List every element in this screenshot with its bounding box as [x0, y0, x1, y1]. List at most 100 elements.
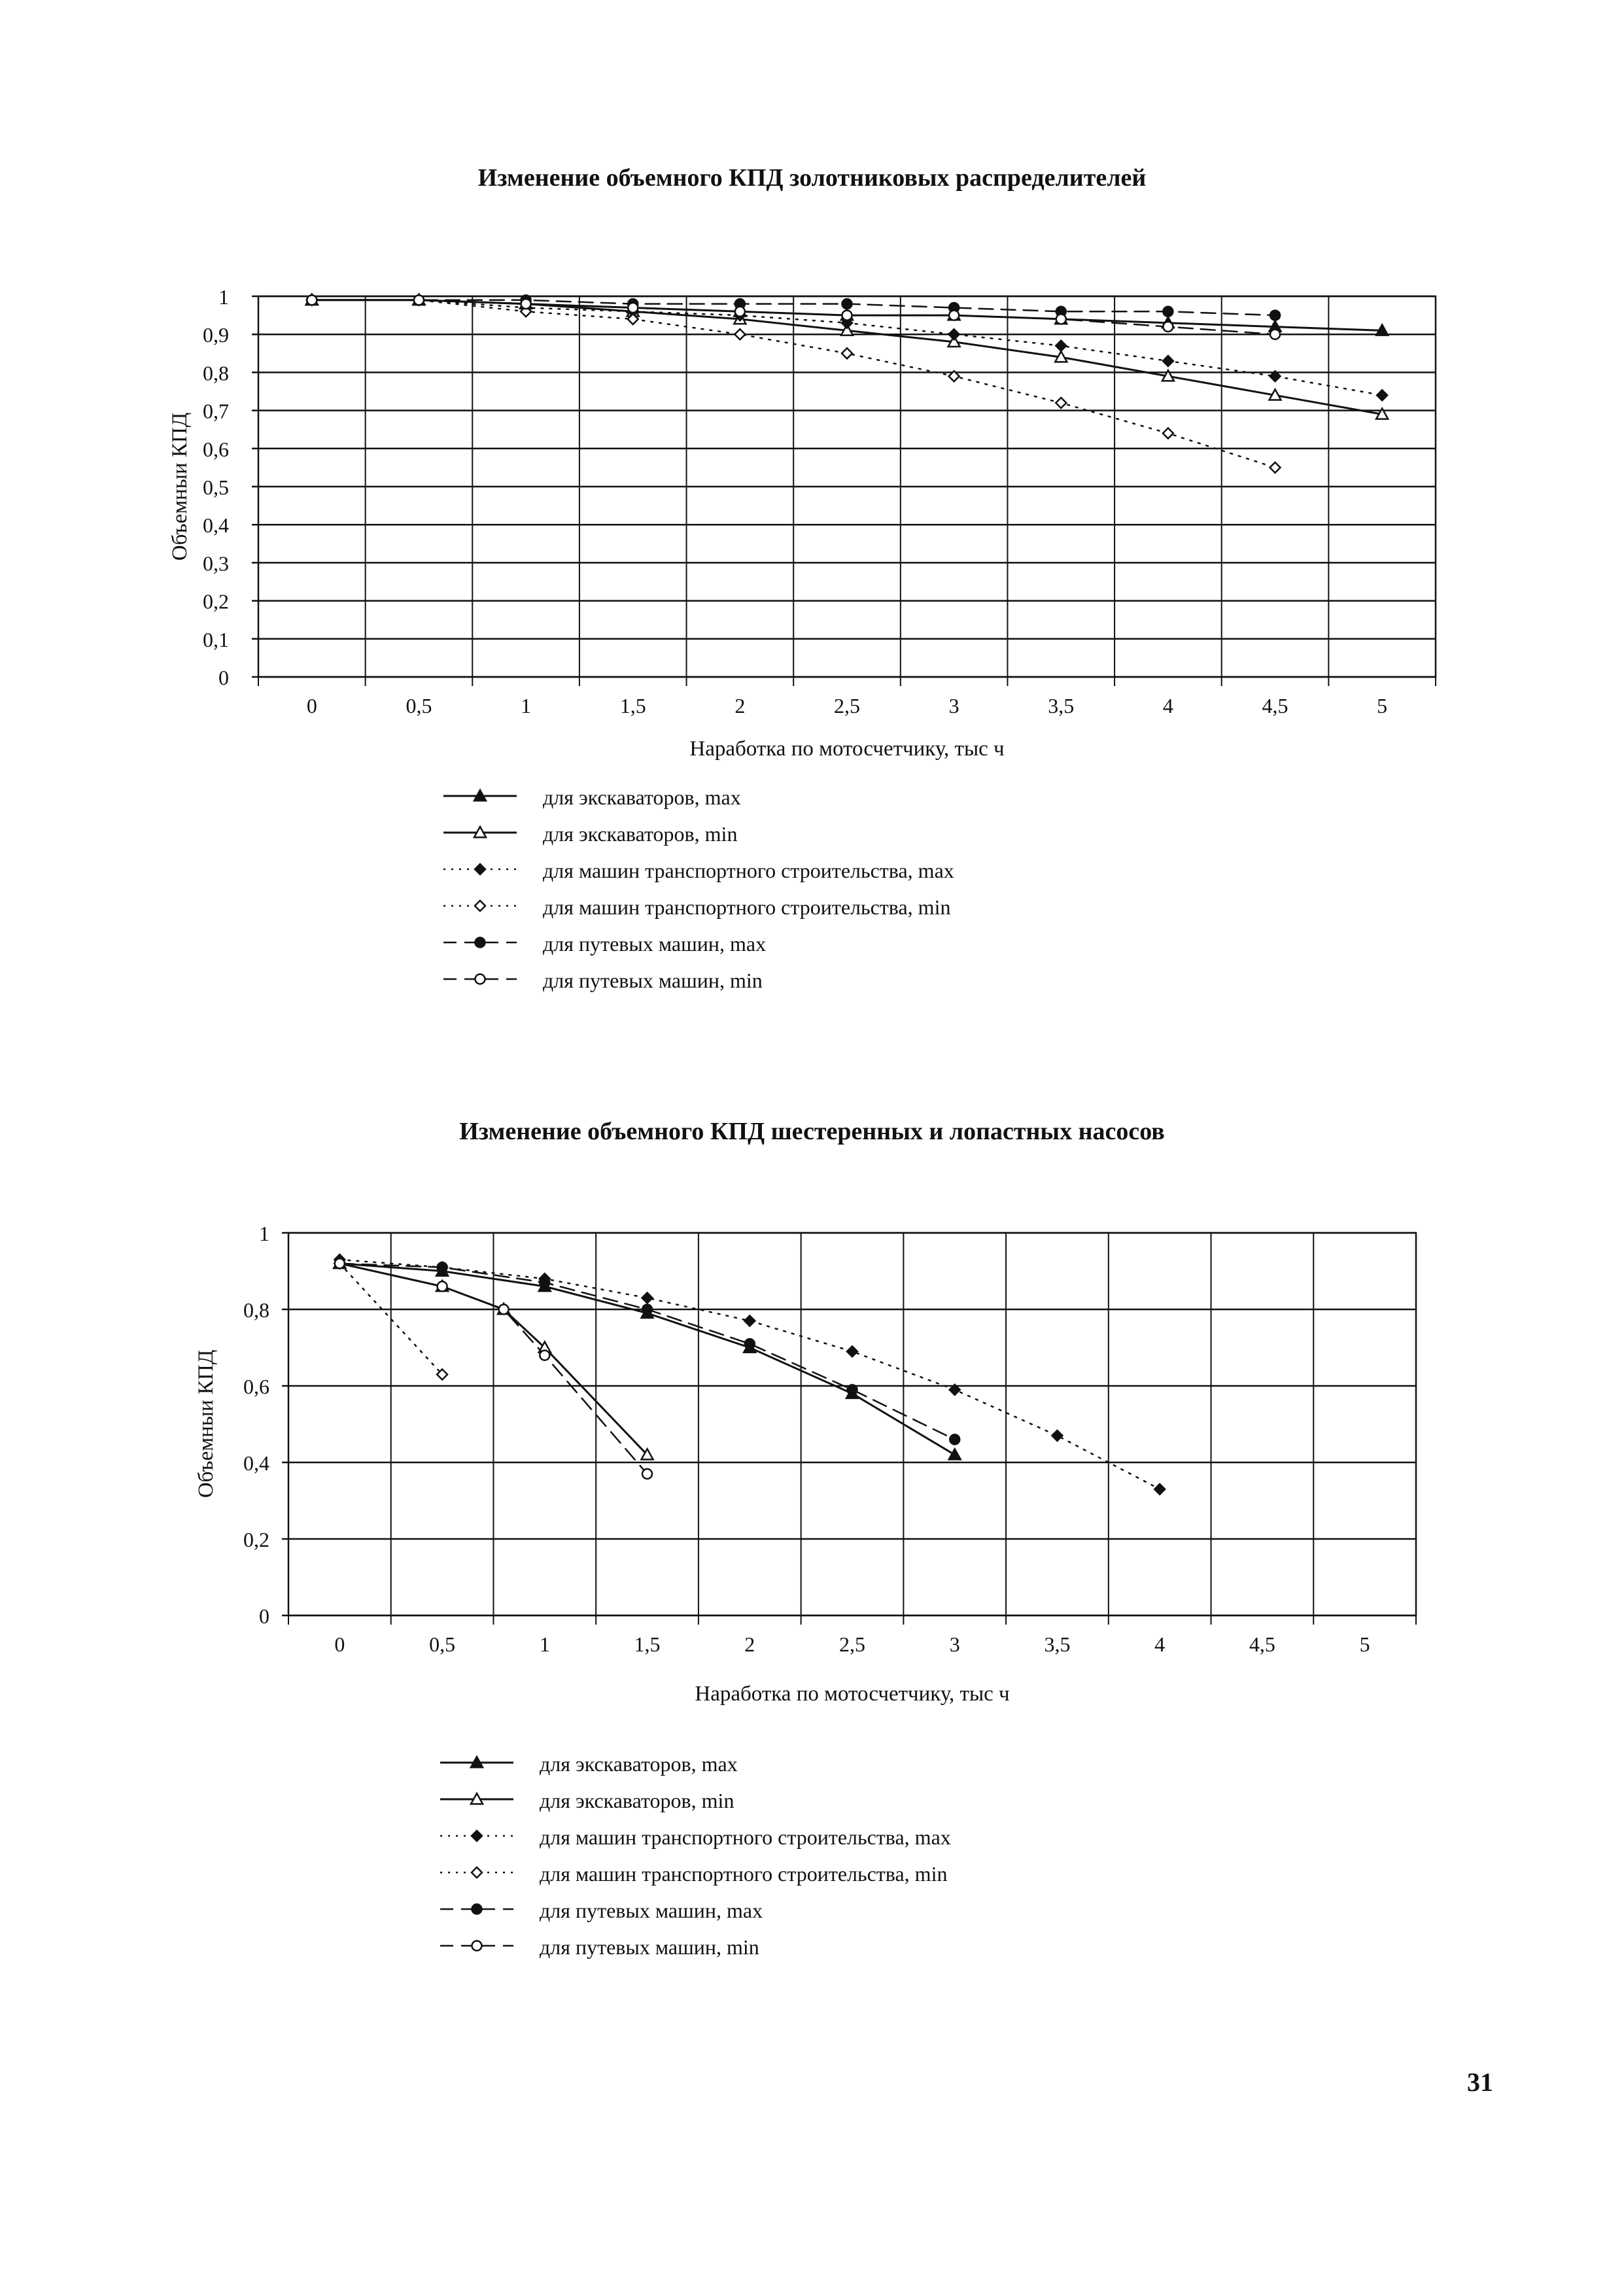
legend-line-sample: [440, 1829, 513, 1842]
legend-line-sample: [443, 825, 517, 838]
chart-2-data-point: [334, 1258, 346, 1269]
chart-1-data-point: [1162, 354, 1175, 368]
chart-2-y-tick-label: 0: [259, 1604, 269, 1628]
chart-1-data-point: [1162, 426, 1175, 440]
chart-1-data-point: [1160, 368, 1176, 382]
chart-2-y-tick-label: 1: [259, 1222, 269, 1245]
chart-2-y-tick-label: 0,2: [243, 1528, 269, 1551]
chart-2-series-3: [333, 1253, 1166, 1496]
legend-label: для экскаваторов, min: [540, 1789, 734, 1812]
chart-2-x-tick-label: 1: [540, 1632, 550, 1656]
chart-1-data-point: [947, 370, 961, 383]
legend-marker: [474, 863, 487, 876]
chart-2-frame: [287, 1232, 1417, 1617]
chart-1-legend-item: для машин транспортного строительства, m…: [438, 855, 1223, 891]
legend-label: для машин транспортного строительства, m…: [543, 895, 951, 919]
legend-marker: [474, 937, 486, 948]
chart-1-data-point: [839, 322, 855, 336]
chart-2-x-tick-label: 2,5: [839, 1632, 865, 1656]
chart-1-y-tick-label: 0,2: [203, 590, 229, 613]
chart-1-data-point: [520, 298, 532, 310]
chart-2-legend-item: для машин транспортного строительства, m…: [435, 1821, 1220, 1858]
chart-2-x-tick-label: 0: [334, 1632, 345, 1656]
chart-2-data-point: [947, 1447, 962, 1460]
chart-1-y-tick-label: 0,4: [203, 513, 229, 537]
chart-1-data-point: [734, 305, 746, 318]
chart-1-y-tick-label: 1: [218, 285, 229, 309]
chart-1-x-tick-label: 3: [949, 694, 959, 717]
chart-1-data-point: [413, 294, 425, 306]
legend-line-sample: [443, 863, 517, 876]
chart-1-data-point: [627, 302, 639, 314]
chart-1-data-point: [948, 309, 960, 321]
legend-label: для экскаваторов, max: [540, 1752, 738, 1776]
chart-1-x-axis-title: Наработка по мотосчетчику, тыс ч: [689, 737, 1004, 761]
chart-1-data-point: [733, 328, 747, 341]
chart-1-x-tick-label: 2,5: [834, 694, 860, 717]
chart-1-y-tick-label: 0: [218, 666, 229, 689]
chart-1-x-tick-label: 0,5: [406, 694, 432, 717]
legend-label: для машин транспортного строительства, m…: [543, 859, 954, 882]
chart-2-grid: [282, 1232, 1417, 1625]
chart-2-data-point: [743, 1314, 757, 1328]
chart-2-series-5: [334, 1258, 961, 1445]
chart-1-data-point: [1055, 313, 1067, 325]
legend-marker: [471, 1940, 483, 1952]
chart-2-x-tick-label: 5: [1360, 1632, 1370, 1656]
chart-1-data-point: [1269, 309, 1281, 321]
chart-title-1: Изменение объемного КПД золотниковых рас…: [477, 164, 1147, 192]
legend-marker: [474, 899, 487, 912]
legend-marker: [470, 1866, 483, 1879]
chart-1-legend-item: для машин транспортного строительства, m…: [438, 891, 1223, 928]
chart-2-legend-item: для экскаваторов, min: [435, 1785, 1220, 1821]
chart-1-data-point: [306, 294, 318, 306]
chart-2-series-6: [334, 1258, 653, 1480]
chart-2-plot: 0 0,2 0,4 0,6 0,8 1 0 0,5 1 1,5 2 2,5 3 3,5 4 4,5 5 Нараб…: [194, 1222, 1417, 1706]
chart-1-data-point: [946, 334, 961, 348]
legend-marker: [469, 1791, 485, 1805]
chart-2-x-tick-label: 4: [1154, 1632, 1165, 1656]
legend-label: для экскаваторов, max: [543, 785, 741, 809]
chart-2-data-point: [1153, 1483, 1166, 1496]
chart-1-data-point: [1268, 461, 1282, 474]
legend-line-sample: [440, 1755, 513, 1769]
chart-1-series-6: [306, 294, 1281, 340]
chart-2-data-point: [744, 1337, 756, 1350]
chart-2-data-point: [640, 1447, 655, 1460]
chart-1-series-line: [311, 299, 1276, 336]
legend-label: для машин транспортного строительства, m…: [540, 1862, 948, 1886]
legend-marker: [474, 973, 486, 985]
chart-2-series-line: [339, 1262, 956, 1441]
legend-marker: [470, 1829, 483, 1842]
chart-1-y-tick-label: 0,3: [203, 551, 229, 575]
chart-1-series-line: [311, 299, 1276, 469]
chart-2-data-point: [436, 1281, 448, 1292]
chart-2-data-point: [948, 1383, 961, 1396]
chart-2-data-point: [498, 1303, 510, 1315]
legend-label: для машин транспортного строительства, m…: [540, 1825, 951, 1849]
chart-2-x-tick-label: 2: [744, 1632, 755, 1656]
chart-2-legend-item: для путевых машин, max: [435, 1895, 1220, 1931]
chart-2-y-tick-label: 0,6: [243, 1375, 269, 1398]
chart-2-data-point: [436, 1261, 448, 1273]
chart-2-legend-item: для экскаваторов, max: [435, 1748, 1220, 1785]
legend-label: для экскаваторов, min: [543, 822, 738, 846]
chart-title-2: Изменение объемного КПД шестеренных и ло…: [459, 1118, 1165, 1145]
legend-marker: [472, 825, 488, 838]
chart-2-data-point: [539, 1349, 551, 1361]
chart-1-data-point: [841, 298, 853, 310]
chart-1-data-point: [1268, 370, 1282, 383]
chart-2-data-point: [641, 1303, 653, 1315]
chart-1-y-tick-label: 0,7: [203, 400, 229, 423]
chart-1-x-tick-label: 3,5: [1048, 694, 1074, 717]
chart-1-y-tick-label: 0,9: [203, 323, 229, 347]
chart-2-x-tick-label: 4,5: [1249, 1632, 1275, 1656]
chart-1-x-tick-label: 0: [307, 694, 317, 717]
legend-line-sample: [443, 973, 517, 985]
chart-2-data-point: [948, 1434, 961, 1445]
chart-2-y-tick-label: 0,8: [243, 1298, 269, 1322]
chart-2-legend-item: для путевых машин, min: [435, 1931, 1220, 1968]
chart-1-legend-item: для путевых машин, max: [438, 928, 1223, 965]
chart-2-data-point: [846, 1384, 858, 1396]
